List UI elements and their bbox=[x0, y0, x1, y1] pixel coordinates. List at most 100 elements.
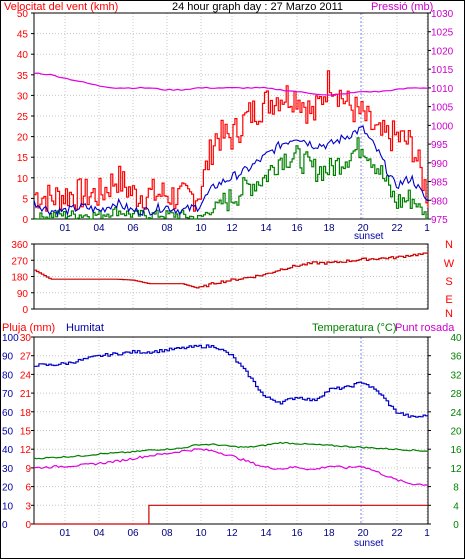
wind-axis-label: Velocitat del vent (kmh) bbox=[4, 1, 118, 13]
x-tick-label: 04 bbox=[93, 223, 105, 234]
y-tick-label: 10 bbox=[17, 174, 29, 185]
y-tick-label: 20 bbox=[17, 133, 29, 144]
x-tick-label: 22 bbox=[391, 223, 403, 234]
y2-tick-label: 1010 bbox=[431, 84, 454, 95]
y2-tick-label: 1000 bbox=[431, 121, 454, 132]
x-tick-label: 08 bbox=[161, 528, 173, 539]
y-tick-label: 360 bbox=[11, 240, 28, 251]
humidity-series bbox=[34, 344, 429, 418]
y-tick-label: 180 bbox=[11, 273, 28, 284]
humidity-tick-label: 40 bbox=[2, 445, 14, 456]
x-tick-label: 1 bbox=[424, 528, 430, 539]
y-tick-label: 50 bbox=[17, 9, 29, 20]
y-tick-label: 90 bbox=[17, 289, 29, 300]
y2-tick-label: 990 bbox=[431, 159, 448, 170]
sunset-label-top: sunset bbox=[354, 231, 384, 242]
x-tick-label: 04 bbox=[93, 528, 105, 539]
humidity-tick-label: 0 bbox=[2, 520, 8, 531]
pressure-axis-label: Pressió (mb) bbox=[371, 1, 433, 13]
rain-series bbox=[34, 504, 428, 525]
temperature-tick-label: 20 bbox=[450, 427, 462, 438]
humidity-tick-label: 100 bbox=[2, 333, 19, 344]
humidity-axis-label: Humitat bbox=[66, 322, 104, 334]
rain-tick-label: 6 bbox=[25, 483, 31, 494]
x-tick-label: 14 bbox=[260, 223, 272, 234]
temperature-tick-label: 24 bbox=[450, 408, 462, 419]
wind-direction-series bbox=[34, 252, 429, 289]
y-tick-label: 0 bbox=[22, 215, 28, 226]
x-tick-label: 01 bbox=[59, 528, 71, 539]
temperature-tick-label: 8 bbox=[453, 483, 459, 494]
y-tick-label: 30 bbox=[17, 91, 29, 102]
y2-tick-label: 995 bbox=[431, 140, 448, 151]
dewpoint-series bbox=[33, 448, 429, 486]
humidity-tick-label: 10 bbox=[2, 501, 14, 512]
y-tick-label: 35 bbox=[17, 71, 29, 82]
x-tick-label: 08 bbox=[161, 223, 173, 234]
humidity-tick-label: 20 bbox=[2, 483, 14, 494]
compass-label: E bbox=[445, 294, 452, 306]
temperature-tick-label: 16 bbox=[450, 445, 462, 456]
x-tick-label: 1 bbox=[424, 223, 430, 234]
x-tick-label: 22 bbox=[391, 528, 403, 539]
rain-tick-label: 24 bbox=[20, 370, 32, 381]
y2-tick-label: 975 bbox=[431, 215, 448, 226]
y-tick-label: 40 bbox=[17, 50, 29, 61]
temperature-axis-label: Temperatura (°C) bbox=[312, 322, 396, 334]
compass-label: N bbox=[445, 308, 453, 320]
humidity-tick-label: 60 bbox=[2, 408, 14, 419]
y-tick-label: 15 bbox=[17, 153, 29, 164]
x-tick-label: 20 bbox=[357, 528, 369, 539]
y2-tick-label: 980 bbox=[431, 196, 448, 207]
x-tick-label: 14 bbox=[260, 528, 272, 539]
wind-low-series bbox=[34, 137, 428, 220]
sunset-label-bottom: sunset bbox=[354, 538, 384, 549]
humidity-tick-label: 50 bbox=[2, 427, 14, 438]
temperature-tick-label: 40 bbox=[450, 333, 462, 344]
rain-tick-label: 15 bbox=[20, 427, 32, 438]
x-tick-label: 16 bbox=[291, 528, 303, 539]
rain-tick-label: 3 bbox=[25, 501, 31, 512]
temperature-tick-label: 36 bbox=[450, 352, 462, 363]
rain-tick-label: 12 bbox=[20, 445, 32, 456]
rain-tick-label: 27 bbox=[20, 352, 32, 363]
y-tick-label: 5 bbox=[22, 194, 28, 205]
humidity-tick-label: 30 bbox=[2, 464, 14, 475]
y-tick-label: 0 bbox=[22, 305, 28, 316]
y-tick-label: 45 bbox=[17, 30, 29, 41]
humidity-tick-label: 70 bbox=[2, 389, 14, 400]
dewpoint-axis-label: Punt rosada bbox=[395, 322, 455, 334]
y2-tick-label: 1020 bbox=[431, 46, 454, 57]
y-tick-label: 25 bbox=[17, 112, 29, 123]
rain-axis-label: Pluja (mm) bbox=[2, 322, 55, 334]
y2-tick-label: 1005 bbox=[431, 103, 454, 114]
y-tick-label: 270 bbox=[11, 256, 28, 267]
temperature-series bbox=[33, 441, 429, 460]
humidity-tick-label: 80 bbox=[2, 370, 14, 381]
rain-tick-label: 18 bbox=[20, 408, 32, 419]
x-tick-label: 10 bbox=[195, 528, 207, 539]
y2-tick-label: 1015 bbox=[431, 65, 454, 76]
y2-tick-label: 1030 bbox=[431, 9, 454, 20]
compass-label: S bbox=[445, 276, 452, 288]
x-tick-label: 18 bbox=[323, 223, 335, 234]
rain-tick-label: 21 bbox=[20, 389, 32, 400]
x-tick-label: 12 bbox=[226, 528, 238, 539]
temperature-tick-label: 0 bbox=[453, 520, 459, 531]
x-tick-label: 16 bbox=[291, 223, 303, 234]
compass-label: N bbox=[445, 239, 453, 251]
y2-tick-label: 985 bbox=[431, 178, 448, 189]
x-tick-label: 06 bbox=[127, 528, 139, 539]
wind-pressure-panel: 0510152025303540455097598098599099510001… bbox=[17, 9, 454, 234]
x-tick-label: 12 bbox=[226, 223, 238, 234]
x-tick-label: 20 bbox=[357, 223, 369, 234]
rain-tick-label: 9 bbox=[25, 464, 31, 475]
wind-avg-series bbox=[33, 125, 429, 217]
temperature-tick-label: 28 bbox=[450, 389, 462, 400]
rain-tick-label: 30 bbox=[20, 333, 32, 344]
x-tick-label: 06 bbox=[127, 223, 139, 234]
